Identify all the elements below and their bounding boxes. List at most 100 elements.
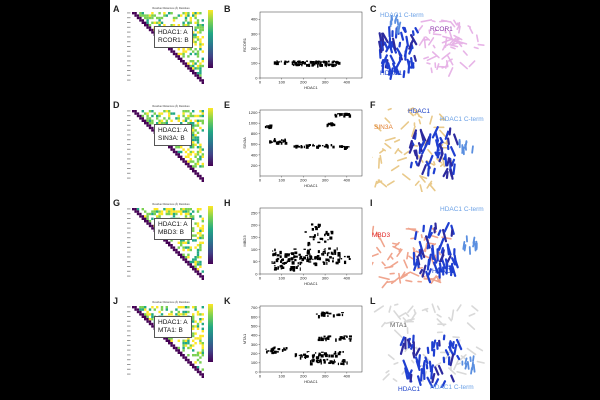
- contact-point: [323, 314, 326, 317]
- heatmap-cell: [196, 67, 200, 70]
- heatmap-cell: [192, 110, 195, 113]
- panel-letter-h: H: [224, 198, 231, 208]
- hdac1-helix: [415, 258, 420, 269]
- hdac1-helix: [408, 139, 413, 149]
- heatmap-tick-label: [127, 270, 131, 272]
- heatmap-cell: [151, 12, 154, 15]
- heatmap-cell: [136, 310, 140, 314]
- contact-point: [337, 251, 341, 255]
- heatmap-cell: [184, 14, 188, 17]
- contact-point: [322, 250, 325, 253]
- contact-point: [334, 350, 337, 355]
- hdac1-helix: [424, 356, 429, 365]
- heatmap-cell: [175, 212, 178, 216]
- partner-helix: [433, 161, 436, 166]
- partner-helix: [451, 41, 461, 46]
- hdac1-helix: [446, 158, 450, 167]
- hdac1-helix: [425, 270, 432, 284]
- x-tick-label: 400: [343, 374, 350, 379]
- partner-helix: [416, 266, 424, 270]
- heatmap-cell: [194, 28, 197, 32]
- heatmap-cell: [151, 227, 154, 230]
- hdac1-helix: [416, 375, 422, 386]
- partner-helix: [406, 327, 409, 334]
- partner-helix: [405, 279, 413, 283]
- hdac1-helix: [431, 244, 435, 258]
- hdac1-helix: [427, 224, 433, 239]
- hdac1-helix: [401, 26, 407, 33]
- heatmap-cell: [199, 62, 202, 65]
- heatmap-cell: [187, 153, 190, 156]
- label-hdac1-c: HDAC1: [380, 70, 403, 77]
- heatmap-cell: [148, 313, 152, 316]
- c-term-helix: [396, 18, 400, 26]
- hdac1-helix: [437, 364, 444, 375]
- contact-point: [273, 265, 276, 267]
- heatmap-cell: [156, 16, 159, 20]
- heatmap-cell: [189, 260, 192, 264]
- hdac1-helix: [414, 347, 421, 357]
- heatmap-cell: [189, 248, 192, 252]
- heatmap-cell: [192, 268, 195, 271]
- contact-point: [284, 138, 286, 142]
- heatmap-cell: [141, 117, 144, 120]
- partner-helix: [453, 359, 460, 371]
- heatmap-cell: [187, 64, 190, 68]
- contact-point: [332, 60, 336, 63]
- heatmap-cell: [144, 14, 147, 17]
- heatmap-cell: [177, 57, 180, 60]
- contact-point: [324, 240, 327, 243]
- heatmap-tick-label: [127, 12, 131, 14]
- partner-helix: [453, 19, 458, 26]
- heatmap-cell: [158, 122, 161, 125]
- partner-helix: [394, 148, 400, 155]
- heatmap-cell: [199, 265, 202, 268]
- hdac1-helix: [428, 133, 432, 146]
- heatmap-cell: [189, 21, 192, 24]
- contact-point: [326, 358, 329, 361]
- contact-point: [309, 60, 312, 64]
- heatmap-tick-label: [127, 325, 131, 327]
- heatmap-cell: [189, 215, 192, 218]
- heatmap-cell: [192, 134, 195, 137]
- contact-point: [323, 360, 326, 364]
- heatmap-cell: [196, 370, 200, 374]
- contact-point: [308, 258, 312, 261]
- partner-helix: [384, 265, 394, 269]
- heatmap-cell: [182, 258, 185, 261]
- heatmap-cell: [194, 14, 197, 17]
- heatmap-cell: [192, 12, 195, 15]
- hdac1-helix: [381, 32, 389, 44]
- hdac1-helix: [453, 257, 459, 269]
- heatmap-cell: [170, 246, 173, 249]
- hdac1-helix: [448, 160, 453, 167]
- partner-helix: [462, 50, 468, 56]
- heatmap-cell: [182, 342, 185, 345]
- heatmap-tick-label: [127, 46, 131, 47]
- x-tick-label: 300: [322, 80, 329, 85]
- heatmap-cell: [184, 24, 188, 27]
- heatmap-cell: [165, 241, 168, 244]
- heatmap-cell: [201, 129, 204, 132]
- partner-helix: [423, 56, 430, 60]
- heatmap-cell: [201, 153, 204, 156]
- partner-helix: [385, 370, 390, 374]
- heatmap-cell: [187, 21, 190, 24]
- contact-point: [295, 266, 298, 270]
- hdac1-helix: [456, 354, 461, 361]
- heatmap-tick-label: [127, 70, 131, 71]
- partner-helix: [430, 67, 433, 74]
- heatmap-cell: [189, 212, 192, 216]
- hdac1-helix: [447, 345, 455, 357]
- hdac1-helix: [432, 261, 439, 274]
- contact-point: [271, 261, 273, 264]
- contact-point: [337, 313, 341, 317]
- partner-helix: [394, 139, 401, 143]
- heatmap-cell: [168, 313, 171, 316]
- heatmap-cell: [196, 162, 200, 166]
- hdac1-helix: [404, 336, 407, 350]
- contact-point: [308, 144, 312, 146]
- heatmap-cell: [192, 258, 195, 261]
- heatmap-cell: [182, 55, 185, 58]
- heatmap-cell: [192, 354, 195, 357]
